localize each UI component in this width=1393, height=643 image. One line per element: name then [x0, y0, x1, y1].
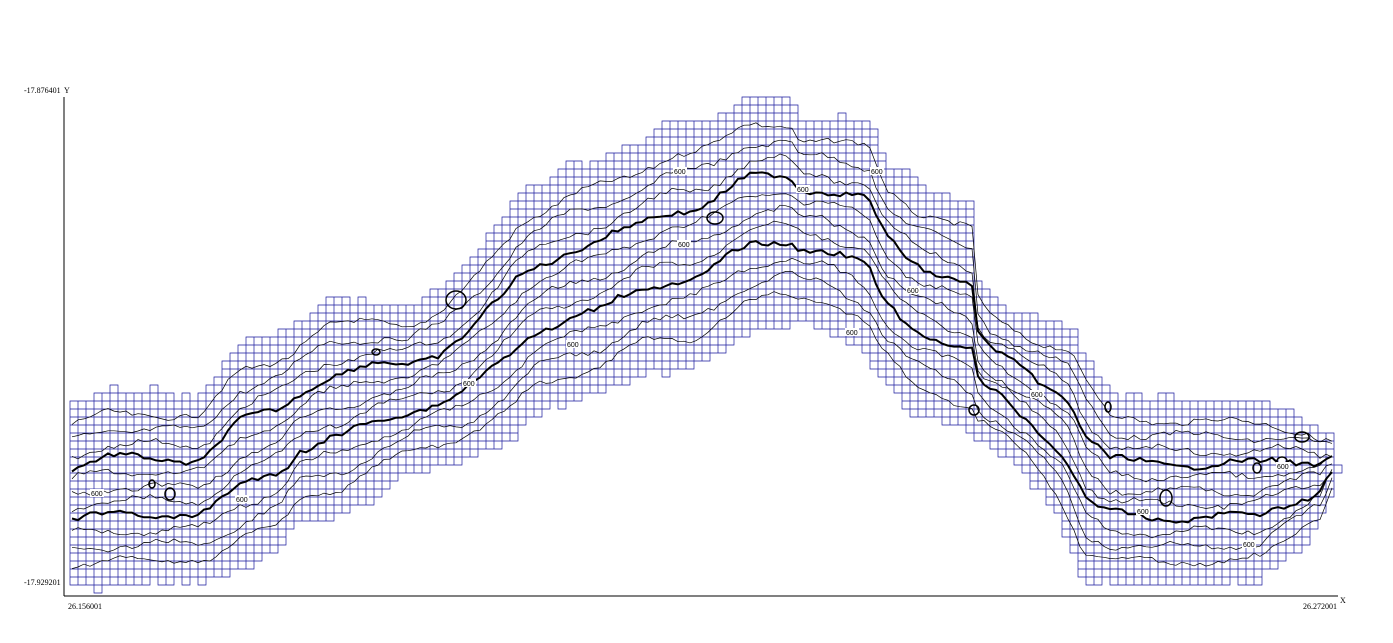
minor-contour	[71, 257, 1333, 539]
contour-label-bg	[906, 286, 920, 294]
y-axis-max-label: -17.876401	[24, 86, 61, 95]
x-axis-max-label: 26.272001	[1303, 602, 1337, 611]
minor-contour	[71, 193, 1333, 483]
contour-label-bg	[1136, 507, 1150, 515]
minor-contour	[71, 122, 1333, 443]
minor-contour	[71, 270, 1333, 553]
contour-label: 600	[797, 187, 809, 194]
contour-loop	[371, 348, 381, 356]
minor-contour	[71, 139, 1333, 444]
minor-contour	[71, 153, 1333, 460]
contour-label: 600	[1031, 392, 1043, 399]
mesh-cells	[69, 96, 1343, 594]
x-axis-min-label: 26.156001	[68, 602, 102, 611]
contour-label-bg	[1030, 390, 1044, 398]
contour-label-bg	[90, 489, 104, 497]
contour-loop	[445, 290, 467, 310]
y-axis-min-label: -17.929201	[24, 578, 61, 587]
contour-label: 600	[567, 342, 579, 349]
minor-contour	[71, 291, 1333, 569]
contour-label: 600	[1243, 542, 1255, 549]
contour-label-bg	[677, 240, 691, 248]
contour-loop	[706, 211, 724, 225]
contour-loop	[1294, 431, 1310, 443]
contour-label-bg	[1242, 540, 1256, 548]
contour-label: 600	[674, 169, 686, 176]
mesh-grid	[69, 96, 1343, 594]
contour-label-bg	[796, 185, 810, 193]
contour-label: 600	[1277, 464, 1289, 471]
y-axis-name: Y	[64, 86, 70, 95]
contour-label-bg	[845, 328, 859, 336]
minor-contour	[71, 204, 1333, 497]
contour-label-bg	[673, 167, 687, 175]
contour-label-bg	[235, 495, 249, 503]
contour-label-bg	[566, 340, 580, 348]
contour-loop	[1159, 489, 1173, 507]
contour-loop	[1252, 462, 1262, 474]
contour-label-bg	[870, 167, 884, 175]
contour-lines	[71, 122, 1333, 569]
contour-label: 600	[1137, 509, 1149, 516]
contour-loop	[1104, 401, 1112, 413]
contour-label: 600	[236, 497, 248, 504]
x-axis-name: X	[1340, 596, 1346, 605]
major-contour	[71, 240, 1333, 524]
contour-loop	[148, 479, 156, 489]
contour-label-bg	[462, 379, 476, 387]
contour-label-bg	[1276, 462, 1290, 470]
contour-label: 600	[678, 242, 690, 249]
contour-labels: 600 600 600 600 600 600 600 600 600 600 …	[90, 167, 1290, 549]
contour-label: 600	[907, 288, 919, 295]
major-contour	[71, 171, 1333, 473]
contour-loop	[164, 487, 176, 501]
contour-label: 600	[846, 330, 858, 337]
contour-label: 600	[871, 169, 883, 176]
contour-label: 600	[91, 491, 103, 498]
contour-label: 600	[463, 381, 475, 388]
minor-contour	[71, 220, 1333, 513]
contour-loop	[968, 404, 980, 416]
